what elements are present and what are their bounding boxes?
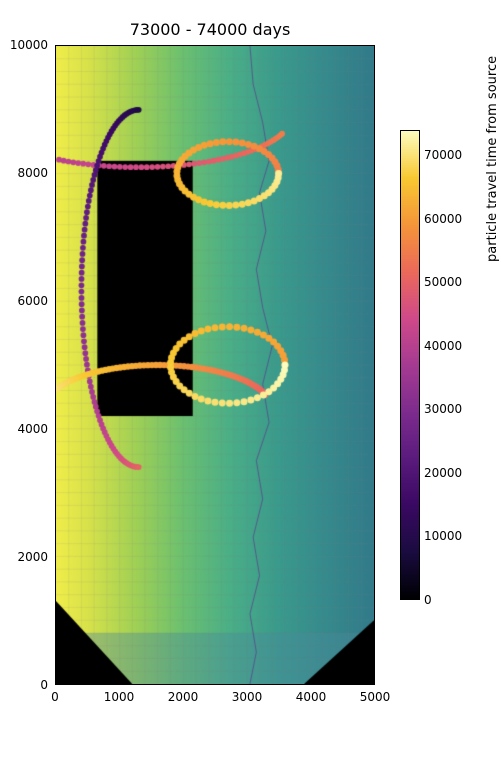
xtick: 3000 — [232, 690, 263, 704]
colorbar — [400, 130, 420, 600]
colorbar-tick: 40000 — [424, 339, 462, 353]
ytick: 8000 — [0, 166, 48, 180]
colorbar-tick: 0 — [424, 593, 432, 607]
colorbar-tick: 20000 — [424, 466, 462, 480]
figure: 73000 - 74000 days 0 1000 2000 3000 4000… — [0, 0, 501, 757]
main-axes — [55, 45, 375, 685]
xtick: 4000 — [296, 690, 327, 704]
colorbar-label: particle travel time from source — [485, 56, 500, 262]
colorbar-tick: 30000 — [424, 402, 462, 416]
xtick: 1000 — [104, 690, 135, 704]
colorbar-tick: 50000 — [424, 275, 462, 289]
ytick: 2000 — [0, 550, 48, 564]
ytick: 0 — [0, 678, 48, 692]
ytick: 10000 — [0, 38, 48, 52]
colorbar-tick: 70000 — [424, 148, 462, 162]
colorbar-canvas — [401, 131, 419, 599]
plot-title: 73000 - 74000 days — [50, 20, 370, 39]
ytick: 4000 — [0, 422, 48, 436]
colorbar-tick: 60000 — [424, 212, 462, 226]
xtick: 5000 — [360, 690, 391, 704]
plot-canvas — [56, 46, 374, 684]
colorbar-tick: 10000 — [424, 529, 462, 543]
ytick: 6000 — [0, 294, 48, 308]
xtick: 0 — [51, 690, 59, 704]
xtick: 2000 — [168, 690, 199, 704]
